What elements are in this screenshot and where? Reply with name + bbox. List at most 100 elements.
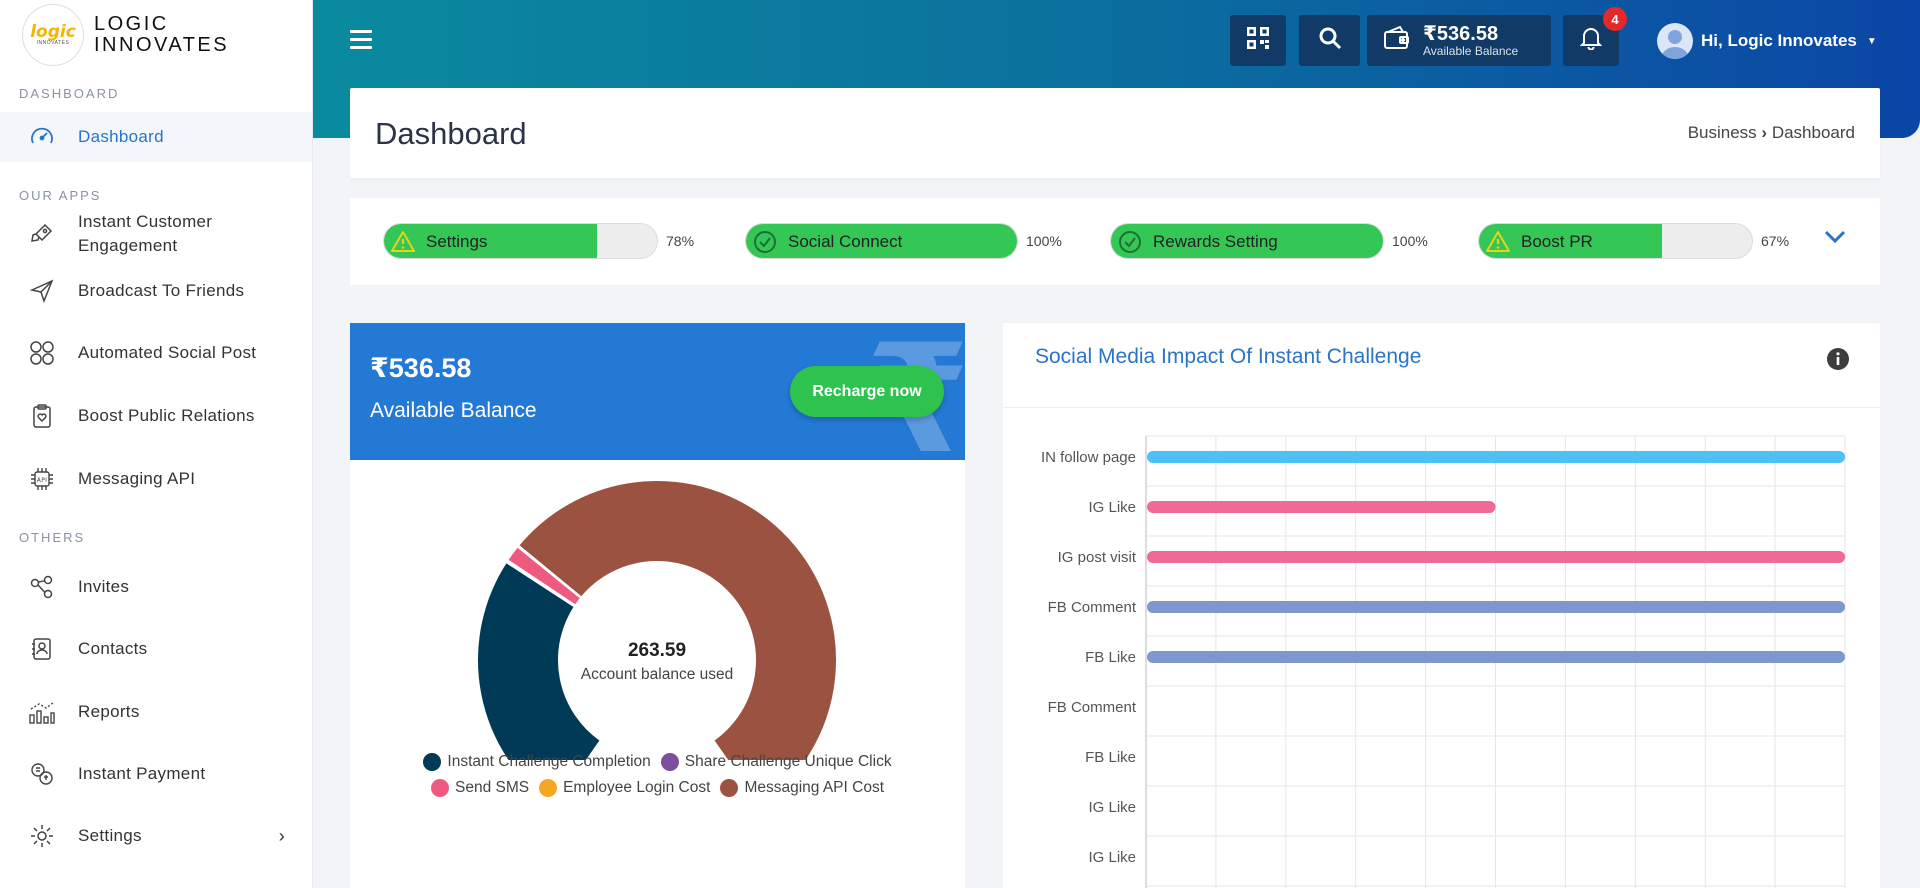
qr-code-button[interactable] xyxy=(1230,15,1286,66)
legend-swatch xyxy=(430,779,449,797)
progress-percent: 78% xyxy=(666,233,695,249)
social-impact-card: Social Media Impact Of Instant Challenge… xyxy=(1003,323,1880,888)
progress-label: Social Connect xyxy=(788,232,903,251)
breadcrumb-parent[interactable]: Business xyxy=(1687,123,1757,142)
check-circle-icon xyxy=(752,229,778,255)
legend-label: Messaging API Cost xyxy=(744,779,885,796)
chevron-right-icon: › xyxy=(1761,123,1768,142)
breadcrumb: Business › Dashboard xyxy=(1688,123,1855,143)
y-tick-label: FB Like xyxy=(1085,749,1136,766)
legend-item[interactable]: Messaging API Cost xyxy=(720,779,884,797)
wallet-amount: ₹536.58 xyxy=(1423,22,1499,45)
bar[interactable] xyxy=(1147,501,1496,513)
progress-fill xyxy=(384,224,597,258)
sidebar: logic INNOVATES LOGIC INNOVATES DASHBOAR… xyxy=(0,0,313,888)
recharge-button[interactable]: Recharge now xyxy=(790,366,944,417)
progress-settings[interactable]: Settings 78% xyxy=(383,223,694,259)
chevron-down-icon[interactable] xyxy=(1824,230,1846,249)
sidebar-item-contacts[interactable]: Contacts xyxy=(0,618,312,680)
sidebar-item-label: Broadcast To Friends xyxy=(78,281,245,300)
sidebar-item-reports[interactable]: Reports xyxy=(0,680,312,743)
social-impact-header: Social Media Impact Of Instant Challenge xyxy=(1003,323,1880,408)
bar[interactable] xyxy=(1147,601,1845,613)
contact-book-icon xyxy=(28,635,56,663)
progress-label: Settings xyxy=(426,232,488,251)
sidebar-item-label: Dashboard xyxy=(78,127,164,146)
bar[interactable] xyxy=(1147,451,1845,463)
legend-item[interactable]: Instant Challenge Completion xyxy=(423,753,651,771)
wallet-button[interactable]: ₹536.58 Available Balance xyxy=(1367,15,1551,66)
sidebar-item-dashboard[interactable]: Dashboard xyxy=(0,112,312,162)
progress-fill xyxy=(1111,224,1383,258)
y-tick-label: IG post visit xyxy=(1058,549,1137,566)
bar[interactable] xyxy=(1147,651,1845,663)
donut-slice-0[interactable] xyxy=(476,560,603,760)
sidebar-item-settings[interactable]: Settings › xyxy=(0,805,312,867)
legend-item[interactable]: Share Challenge Unique Click xyxy=(660,753,892,771)
chevron-right-icon: › xyxy=(278,825,285,846)
social-impact-title: Social Media Impact Of Instant Challenge xyxy=(1035,345,1422,368)
payment-exchange-icon xyxy=(28,760,56,788)
warning-icon xyxy=(390,229,416,255)
progress-rewards-setting[interactable]: Rewards Setting 100% xyxy=(1110,223,1428,259)
legend-label: Share Challenge Unique Click xyxy=(684,753,892,770)
logo-subtext: INNOVATES xyxy=(36,40,70,46)
notifications-button[interactable]: 4 xyxy=(1563,7,1627,66)
social-grid-icon xyxy=(28,339,56,367)
speedometer-icon xyxy=(28,123,56,151)
sidebar-item-broadcast-to-friends[interactable]: Broadcast To Friends xyxy=(0,260,312,322)
svg-text:API: API xyxy=(37,477,47,484)
legend-label: Instant Challenge Completion xyxy=(447,753,651,770)
sidebar-item-label: Boost Public Relations xyxy=(78,405,255,425)
y-tick-label: IG Like xyxy=(1088,799,1136,816)
sidebar-item-label: Contacts xyxy=(78,639,148,658)
brand-name-line1: LOGIC xyxy=(94,13,169,35)
search-icon xyxy=(1318,26,1342,55)
sidebar-item-automated-social-post[interactable]: Automated Social Post xyxy=(0,322,312,384)
sidebar-item-label: Settings xyxy=(78,826,142,845)
section-label-dashboard: DASHBOARD xyxy=(19,86,120,101)
api-chip-icon: API xyxy=(28,465,56,493)
sidebar-item-label: Messaging API xyxy=(78,468,196,488)
progress-label: Rewards Setting xyxy=(1153,232,1278,251)
sidebar-item-boost-public-relations[interactable]: Boost Public Relations xyxy=(0,384,312,447)
social-impact-chart: IN follow page IG Like IG post visit FB Com… xyxy=(1041,435,1846,888)
sidebar-item-instant-customer-engagement[interactable]: Instant Customer Engagement xyxy=(0,208,312,260)
qr-code-icon xyxy=(1246,26,1270,55)
page-title-card: Dashboard Business › Dashboard xyxy=(350,88,1880,178)
legend-item[interactable]: Employee Login Cost xyxy=(539,779,710,797)
legend-item[interactable]: Send SMS xyxy=(430,779,529,797)
donut-center-label: Account balance used xyxy=(581,666,734,683)
menu-toggle-icon[interactable] xyxy=(350,30,372,50)
bell-icon xyxy=(1579,26,1603,55)
progress-social-connect[interactable]: Social Connect 100% xyxy=(745,223,1062,259)
sidebar-item-instant-payment[interactable]: Instant Payment xyxy=(0,743,312,805)
caret-down-icon: ▼ xyxy=(1866,35,1877,47)
setup-progress-strip: Settings 78% Social Connect 100% Rewards… xyxy=(350,198,1880,285)
progress-boost-pr[interactable]: Boost PR 67% xyxy=(1478,223,1789,259)
y-tick-label: FB Comment xyxy=(1048,699,1137,716)
user-menu[interactable]: Hi, Logic Innovates ▼ xyxy=(1657,23,1877,59)
progress-percent: 100% xyxy=(1392,233,1428,249)
legend-swatch xyxy=(423,753,442,771)
donut-slice-4[interactable] xyxy=(516,479,838,760)
brand-name: LOGIC INNOVATES xyxy=(94,14,229,56)
sidebar-item-invites[interactable]: Invites xyxy=(0,556,312,618)
progress-track: Social Connect xyxy=(745,223,1018,259)
brand[interactable]: logic INNOVATES LOGIC INNOVATES xyxy=(0,0,312,70)
bar[interactable] xyxy=(1147,551,1845,563)
wallet-label: Available Balance xyxy=(1423,43,1519,58)
page-title: Dashboard xyxy=(375,116,527,151)
sidebar-item-label: Automated Social Post xyxy=(78,343,257,362)
sidebar-item-messaging-api[interactable]: API Messaging API xyxy=(0,447,312,510)
balance-amount: ₹536.58 xyxy=(370,353,472,383)
donut-center-value: 263.59 xyxy=(628,640,686,661)
progress-label: Boost PR xyxy=(1521,232,1593,251)
legend-swatch xyxy=(720,779,739,797)
warning-icon xyxy=(1485,229,1511,255)
user-greeting: Hi, Logic Innovates xyxy=(1701,31,1857,50)
progress-track: Settings xyxy=(383,223,658,259)
check-circle-icon xyxy=(1117,229,1143,255)
info-icon[interactable] xyxy=(1826,347,1850,376)
search-button[interactable] xyxy=(1299,15,1360,66)
